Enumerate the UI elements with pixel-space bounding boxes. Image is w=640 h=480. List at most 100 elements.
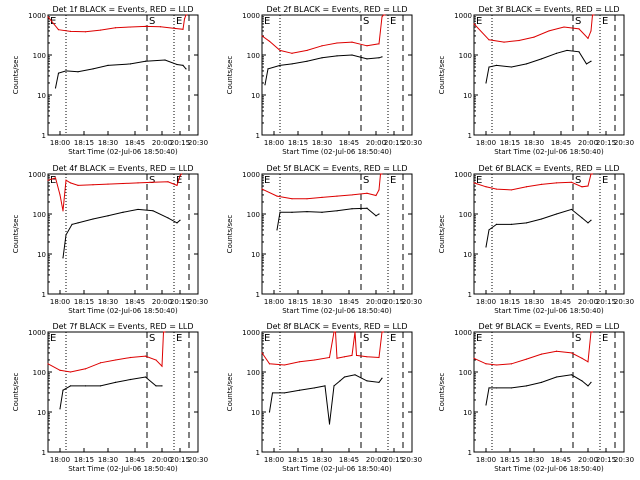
data-point-lld [59,194,61,196]
x-tick-label: 18:30 [98,298,118,306]
data-point-events [167,217,169,219]
data-point-events [555,376,558,378]
data-point-events [107,215,109,217]
panel-title: Det 7f BLACK = Events, RED = LLD [52,322,193,331]
data-point-events [129,378,132,381]
y-tick-label: 10 [463,409,472,417]
data-point-events [587,222,589,224]
data-point-lld [378,189,380,191]
data-point-lld [291,198,293,200]
data-point-events [137,208,139,211]
series-lld [473,14,594,43]
y-tick-label: 1 [256,132,260,140]
y-tick-label: 1 [42,291,46,299]
data-point-lld [69,371,72,373]
data-point-lld [503,41,505,43]
plot-frame [47,14,199,136]
y-tick-label: 10 [463,92,472,100]
y-tick-label: 1000 [242,12,260,20]
data-point-lld [510,363,513,365]
series-lld [47,14,187,33]
y-tick-label: 1 [256,291,260,299]
data-point-events [114,381,117,383]
data-point-lld [161,365,163,367]
x-tick-label: 18:45 [551,139,571,147]
x-tick-label: 20:30 [188,456,208,464]
data-point-lld [321,196,323,199]
data-point-events [291,63,293,65]
x-tick-label: 18:00 [476,456,496,464]
y-tick-label: 1000 [454,12,472,20]
x-tick-label: 18:15 [74,139,94,147]
data-point-events [144,60,147,62]
data-point-lld [129,356,132,359]
data-point-lld [84,368,87,370]
data-point-lld [548,30,550,32]
data-point-events [279,64,281,66]
data-point-lld [333,331,335,333]
x-tick-label: 20:00 [366,298,386,306]
data-point-lld [162,331,165,333]
panel-title: Det 4f BLACK = Events, RED = LLD [52,164,193,173]
data-point-lld [381,331,383,333]
plot-frame [261,14,413,136]
marker-s: S [575,16,581,27]
marker-s: S [363,16,369,27]
x-tick-label: 18:45 [125,456,145,464]
data-point-events [264,84,266,86]
x-tick-label: 18:00 [476,139,496,147]
panel-title: Det 1f BLACK = Events, RED = LLD [52,5,193,14]
x-tick-label: 18:30 [312,456,332,464]
marker-s: S [149,175,155,186]
y-tick-label: 100 [459,369,472,377]
panel-title: Det 2f BLACK = Events, RED = LLD [266,5,407,14]
y-tick-label: 100 [247,52,260,60]
x-tick-label: 18:15 [500,456,520,464]
marker-e-start: E [264,175,270,186]
data-point-lld [99,29,102,31]
x-tick-label: 18:30 [98,456,118,464]
x-axis-label: Start Time (02-Jul-06 18:50:40) [282,465,392,473]
data-point-events [268,411,271,413]
data-point-events [179,219,181,221]
data-point-events [585,63,588,65]
y-tick-label: 100 [33,211,46,219]
data-point-lld [62,210,64,212]
marker-e-start: E [476,175,482,186]
data-point-events [333,385,335,387]
data-point-events [71,223,73,225]
data-point-events [510,223,513,225]
x-axis-label: Start Time (02-Jul-06 18:50:40) [282,148,392,156]
data-point-events [495,223,498,225]
data-point-lld [92,184,94,186]
data-point-lld [321,45,323,47]
data-point-events [155,385,157,387]
panel-8: Det 8f BLACK = Events, RED = LLD 1 10 100 10… [226,322,422,473]
x-tick-label: 18:45 [339,139,359,147]
data-point-events [510,387,513,389]
data-point-lld [47,363,49,365]
data-point-events [271,392,274,394]
plot-frame [473,331,625,453]
data-point-lld [306,49,308,52]
data-point-lld [114,359,117,361]
data-point-lld [591,14,594,16]
data-point-events [339,380,341,382]
y-axis-label: Counts/sec [438,56,446,95]
x-axis-label: Start Time (02-Jul-06 18:50:40) [494,307,604,315]
y-tick-label: 1000 [454,329,472,337]
x-tick-label: 18:30 [524,298,544,306]
x-tick-label: 18:30 [524,139,544,147]
data-point-events [590,60,592,62]
x-axis-label: Start Time (02-Jul-06 18:50:40) [494,148,604,156]
data-point-lld [174,27,177,30]
x-tick-label: 18:00 [264,139,284,147]
data-point-lld [581,186,583,188]
data-point-lld [381,16,383,18]
data-point-events [267,68,269,70]
data-point-lld [69,182,72,184]
data-point-events [525,63,528,65]
marker-e-start: E [50,175,56,186]
data-point-lld [525,358,528,360]
